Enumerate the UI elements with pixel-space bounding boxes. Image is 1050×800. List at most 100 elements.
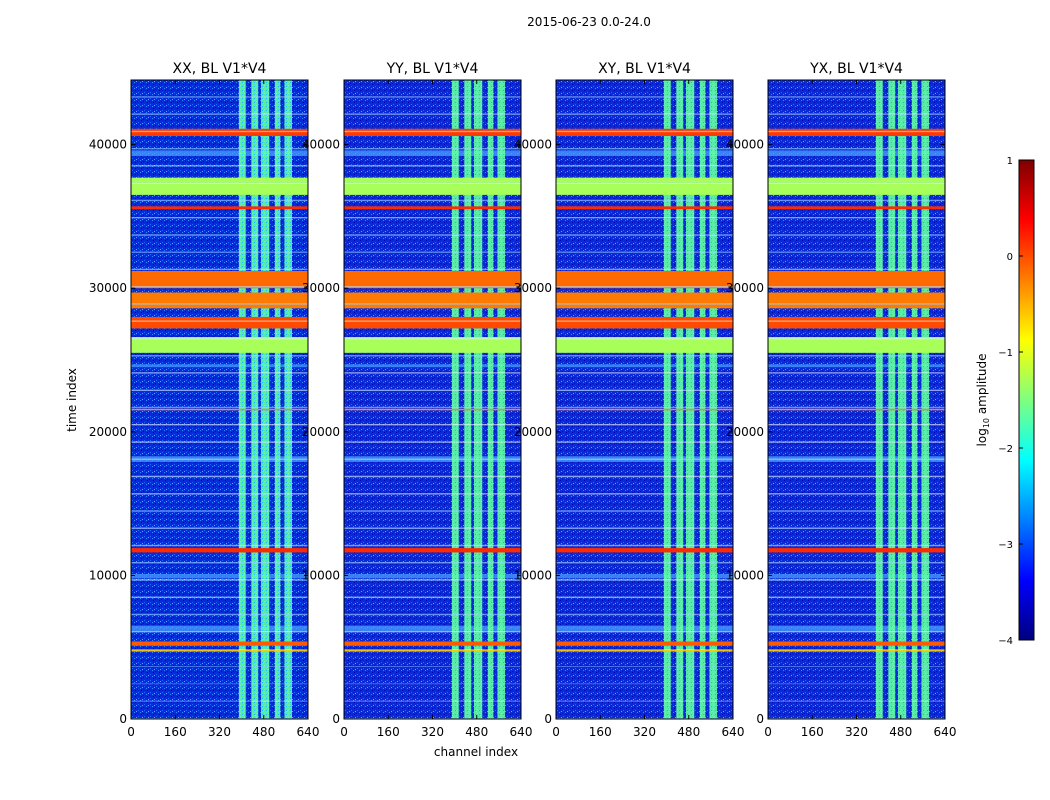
hot-time-row — [344, 270, 521, 289]
bright-channel-band — [497, 80, 505, 719]
bright-channel-band — [663, 80, 671, 719]
hot-time-row — [344, 292, 521, 309]
y-tick-label: 10000 — [302, 568, 340, 582]
colorbar-tick-label: −1 — [998, 348, 1013, 359]
y-tick-label: 20000 — [726, 425, 764, 439]
bright-channel-band — [251, 80, 259, 719]
bright-channel-band — [699, 80, 706, 719]
colorbar-gradient — [1018, 159, 1035, 641]
bright-channel-band — [274, 80, 281, 719]
x-tick-label: 320 — [421, 725, 444, 739]
bright-channel-band — [473, 80, 483, 719]
heatmap-background — [556, 80, 733, 719]
hot-time-row — [344, 641, 521, 646]
x-tick-label: 320 — [633, 725, 656, 739]
figure-suptitle: 2015-06-23 0.0-24.0 — [527, 15, 651, 29]
x-tick-label: 160 — [377, 725, 400, 739]
hot-time-row — [768, 316, 945, 329]
hot-time-row — [344, 316, 521, 329]
x-tick-label: 0 — [127, 725, 135, 739]
x-tick-label: 160 — [801, 725, 824, 739]
hot-time-row — [556, 292, 733, 309]
y-tick-label: 40000 — [302, 138, 340, 152]
hot-time-row — [556, 641, 733, 646]
y-tick-label: 0 — [756, 712, 764, 726]
y-tick-label: 0 — [544, 712, 552, 726]
hot-time-row — [131, 408, 308, 411]
hot-time-row — [556, 548, 733, 553]
x-tick-label: 480 — [465, 725, 488, 739]
hot-time-row — [131, 292, 308, 309]
light-time-row — [131, 364, 308, 368]
bright-channel-band — [284, 80, 292, 719]
hot-time-row — [768, 270, 945, 289]
hot-time-row — [556, 316, 733, 329]
hot-time-row — [131, 316, 308, 329]
hot-time-row — [131, 548, 308, 553]
y-tick-label: 20000 — [302, 425, 340, 439]
y-tick-label: 10000 — [514, 568, 552, 582]
y-tick-label: 20000 — [514, 425, 552, 439]
y-tick-label: 30000 — [726, 281, 764, 295]
hot-time-row — [131, 270, 308, 289]
colorbar-tick-label: 1 — [1007, 156, 1013, 167]
y-tick-label: 10000 — [89, 568, 127, 582]
x-tick-label: 320 — [845, 725, 868, 739]
hot-time-row — [768, 650, 945, 652]
y-tick-label: 30000 — [89, 281, 127, 295]
light-time-row — [768, 364, 945, 368]
light-time-row — [344, 150, 521, 157]
panel-title: XY, BL V1*V4 — [598, 61, 691, 77]
hot-time-row — [768, 177, 945, 195]
light-time-row — [131, 625, 308, 632]
light-time-row — [344, 625, 521, 632]
colorbar-tick-label: 0 — [1007, 252, 1013, 263]
hot-time-row — [131, 337, 308, 353]
bright-channel-band — [911, 80, 918, 719]
bright-channel-band — [451, 80, 459, 719]
hot-time-row — [556, 337, 733, 353]
x-tick-label: 480 — [889, 725, 912, 739]
x-tick-label: 640 — [722, 725, 745, 739]
hot-time-row — [556, 128, 733, 137]
y-tick-label: 20000 — [89, 425, 127, 439]
y-tick-label: 0 — [119, 712, 127, 726]
light-time-row — [556, 150, 733, 157]
light-time-row — [131, 573, 308, 579]
panel-title: XX, BL V1*V4 — [173, 61, 267, 77]
x-tick-label: 320 — [208, 725, 231, 739]
x-tick-label: 0 — [552, 725, 560, 739]
x-tick-label: 0 — [764, 725, 772, 739]
colorbar-tick-label: −2 — [998, 444, 1013, 455]
bright-channel-band — [685, 80, 695, 719]
bright-channel-band — [260, 80, 270, 719]
hot-time-row — [768, 548, 945, 553]
x-tick-label: 640 — [510, 725, 533, 739]
y-tick-label: 10000 — [726, 568, 764, 582]
heatmap-background — [131, 80, 308, 719]
hot-time-row — [131, 641, 308, 646]
hot-time-row — [131, 177, 308, 195]
hot-time-row — [768, 128, 945, 137]
hot-time-row — [344, 408, 521, 411]
colorbar-tick-label: −4 — [998, 636, 1013, 647]
hot-time-row — [768, 292, 945, 309]
heatmap-background — [344, 80, 521, 719]
colorbar-label: log10 amplitude — [975, 354, 991, 447]
y-tick-label: 30000 — [514, 281, 552, 295]
hot-time-row — [556, 650, 733, 652]
x-tick-label: 640 — [297, 725, 320, 739]
panel-3: XY, BL V1*V4 0 160 320 480 640 0 10000 20000 3000… — [514, 61, 745, 739]
y-tick-label: 40000 — [514, 138, 552, 152]
light-time-row — [556, 364, 733, 368]
light-time-row — [131, 150, 308, 157]
light-time-row — [556, 573, 733, 579]
y-axis-label: time index — [65, 368, 79, 432]
hot-time-row — [768, 641, 945, 646]
y-tick-label: 40000 — [726, 138, 764, 152]
heatmap-background — [768, 80, 945, 719]
bright-channel-band — [897, 80, 907, 719]
bright-channel-band — [709, 80, 717, 719]
panel-title: YY, BL V1*V4 — [386, 61, 479, 77]
hot-time-row — [768, 337, 945, 353]
